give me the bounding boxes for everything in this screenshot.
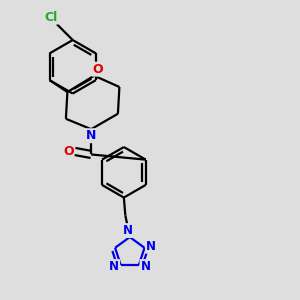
Text: N: N (86, 129, 96, 142)
Text: O: O (92, 63, 103, 76)
Text: N: N (140, 260, 150, 273)
Text: N: N (109, 260, 119, 273)
Text: N: N (146, 240, 156, 253)
Text: N: N (123, 224, 133, 237)
Text: Cl: Cl (44, 11, 58, 24)
Text: O: O (63, 145, 74, 158)
